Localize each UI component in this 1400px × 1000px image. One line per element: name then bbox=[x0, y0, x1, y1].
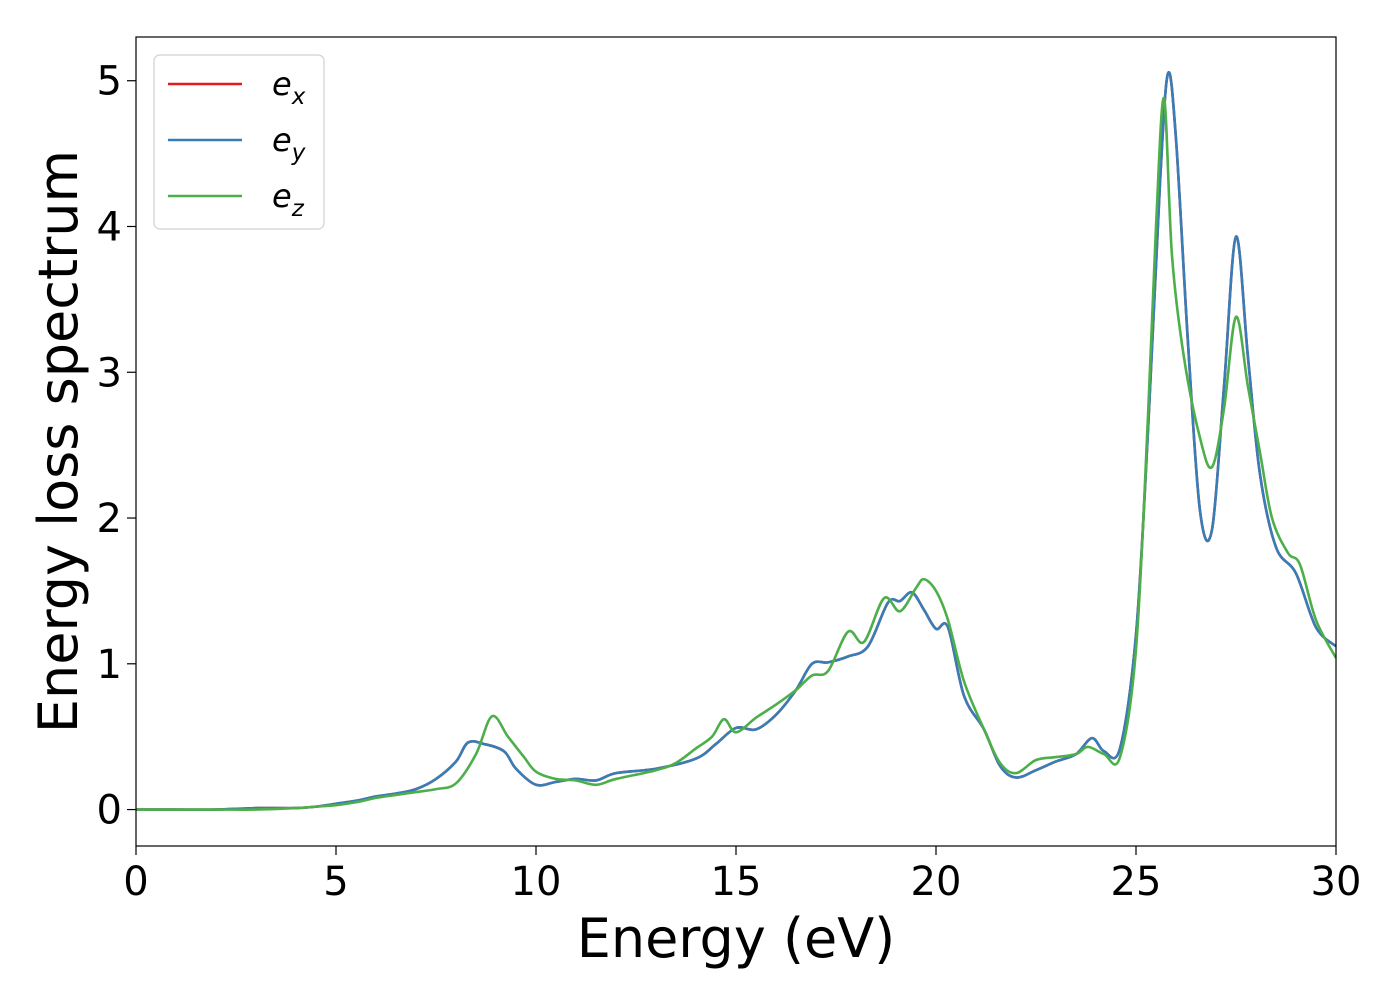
x-tick-label: 20 bbox=[911, 859, 962, 905]
y-tick-label: 1 bbox=[97, 642, 122, 688]
y-tick-label: 3 bbox=[97, 350, 122, 396]
x-tick-label: 15 bbox=[711, 859, 762, 905]
x-axis: 0 5 10 15 20 25 30 bbox=[123, 846, 1361, 905]
x-tick-label: 0 bbox=[123, 859, 148, 905]
y-tick-label: 4 bbox=[97, 204, 122, 250]
x-tick-label: 10 bbox=[511, 859, 562, 905]
y-axis: 0 1 2 3 4 5 bbox=[97, 59, 136, 834]
legend: ex ey ez bbox=[153, 54, 325, 230]
series-layer bbox=[136, 70, 1336, 811]
x-tick-label: 25 bbox=[1111, 859, 1162, 905]
legend-label-ey: ey bbox=[272, 121, 306, 166]
x-axis-title: Energy (eV) bbox=[577, 907, 896, 970]
legend-label-ez: ez bbox=[272, 177, 305, 222]
legend-box bbox=[153, 54, 325, 230]
y-axis-title: Energy loss spectrum bbox=[27, 150, 90, 733]
y-tick-label: 5 bbox=[97, 59, 122, 105]
x-tick-label: 5 bbox=[323, 859, 348, 905]
series-line-ez bbox=[136, 96, 1336, 811]
y-tick-label: 2 bbox=[97, 496, 122, 542]
y-tick-label: 0 bbox=[97, 788, 122, 834]
series-line-ey bbox=[136, 70, 1336, 811]
x-tick-label: 30 bbox=[1311, 859, 1362, 905]
legend-label-ex: ex bbox=[272, 65, 306, 110]
